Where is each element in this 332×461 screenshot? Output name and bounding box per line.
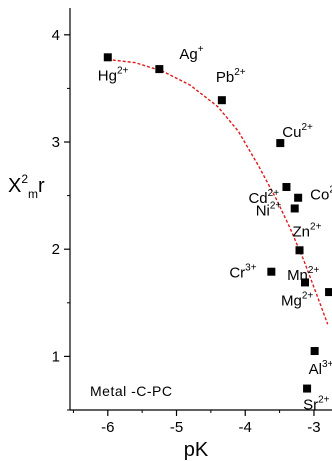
label-pb: Pb2+ — [216, 67, 246, 86]
label-hg: Hg2+ — [98, 65, 129, 84]
data-point-zn — [295, 246, 304, 255]
y-tick-label: 3 — [52, 134, 60, 151]
data-point-pb — [217, 96, 226, 105]
data-point-ag — [155, 65, 164, 74]
x-tick-label: -6 — [101, 419, 114, 436]
label-mn: Mn2+ — [287, 265, 319, 284]
data-point-mg — [301, 278, 310, 287]
data-point-mn — [325, 288, 332, 297]
label-ag: Ag+ — [179, 44, 203, 63]
label-sr: Sr2+ — [303, 395, 330, 414]
label-ni: Ni2+ — [256, 200, 282, 219]
label-mg: Mg2+ — [281, 290, 313, 309]
data-point-sr — [303, 384, 312, 393]
label-cu: Cu2+ — [282, 122, 313, 141]
y-tick-label: 2 — [52, 241, 60, 258]
y-axis-title: X2mr — [8, 172, 45, 201]
x-tick-label: -4 — [239, 419, 252, 436]
x-tick-label: -3 — [307, 419, 320, 436]
label-al: Al3+ — [309, 359, 332, 378]
data-point-cr — [267, 267, 276, 276]
label-zn: Zn2+ — [293, 221, 322, 240]
chart-axes: -6 -5 -4 -3 1 2 3 4 — [52, 8, 332, 436]
data-point-ni — [290, 204, 299, 213]
x-tick-label: -5 — [170, 419, 183, 436]
data-point-al — [310, 347, 319, 356]
y-tick-label: 4 — [52, 27, 60, 44]
data-point-co — [294, 193, 303, 202]
label-co: Co2+ — [310, 185, 332, 204]
y-tick-label: 1 — [52, 348, 60, 365]
data-point-cu — [276, 139, 285, 148]
chart-annotation: Metal -C-PC — [90, 383, 173, 399]
data-point-cd — [282, 183, 291, 192]
point-labels: Hg2+ Ag+ Pb2+ Cu2+ Cd2+ Co2+ Ni2+ Zn2+ Cr3+ Mn2+ M… — [98, 44, 332, 413]
data-points — [103, 53, 332, 393]
fit-curve-group — [107, 58, 329, 325]
x-axis-title: pK — [184, 439, 209, 461]
label-cd: Cd2+ — [248, 188, 279, 207]
data-point-hg — [103, 53, 112, 62]
fit-curve — [107, 58, 329, 325]
label-cr: Cr3+ — [229, 263, 256, 282]
